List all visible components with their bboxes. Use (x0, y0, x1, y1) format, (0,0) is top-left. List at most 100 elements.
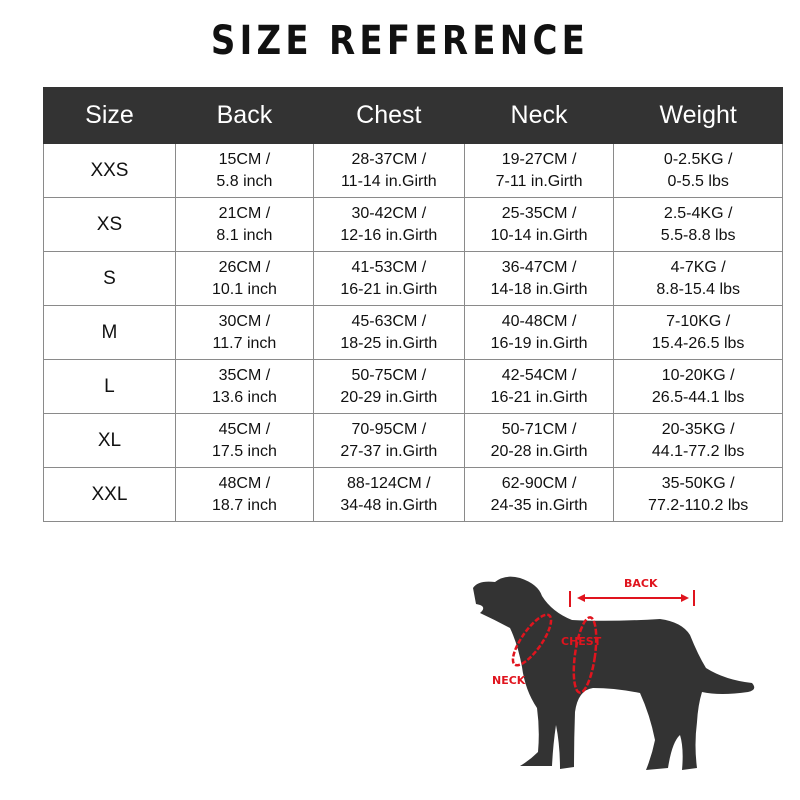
dog-silhouette (473, 576, 755, 770)
back-label: BACK (624, 577, 658, 590)
table-row: S 26CM / 10.1 inch 41-53CM / 16-21 in.Girth 3… (43, 251, 783, 306)
back-line: 10.1 inch (211, 280, 277, 298)
chest-line: 28-37CM / (351, 150, 427, 168)
back-cell: 26CM / 10.1 inch (174, 251, 314, 306)
chest-line: 27-37 in.Girth (340, 442, 438, 460)
chest-line: 50-75CM / (351, 366, 427, 384)
size-cell: S (43, 251, 176, 306)
size-table: Size Back Chest Neck Weight XXS 15CM /5.8 inc… (43, 87, 783, 522)
chest-line: 34-48 in.Girth (340, 496, 438, 514)
chest-line: 41-53CM / (351, 258, 427, 276)
back-line: 18.7 inch (211, 496, 277, 514)
neck-cell: 36-47CM / 14-18 in.Girth (463, 251, 615, 306)
weight-cell: 20-35KG / 44.1-77.2 lbs (613, 413, 783, 468)
neck-line: 62-90CM / (501, 474, 577, 492)
chest-line: 12-16 in.Girth (340, 226, 438, 244)
weight-line: 2.5-4KG / (663, 204, 733, 222)
weight-cell: 10-20KG / 26.5-44.1 lbs (613, 359, 783, 414)
chest-cell: 28-37CM / 11-14 in.Girth (312, 143, 465, 198)
weight-line: 5.5-8.8 lbs (660, 226, 736, 244)
neck-cell: 50-71CM / 20-28 in.Girth (463, 413, 615, 468)
column-header-size: Size (43, 87, 176, 144)
neck-line: 36-47CM / (501, 258, 577, 276)
chest-line: 20-29 in.Girth (340, 388, 438, 406)
back-line: 17.5 inch (211, 442, 277, 460)
size-cell: XXL (43, 467, 176, 522)
size-cell: XXS (43, 143, 176, 198)
neck-line: 16-19 in.Girth (490, 334, 588, 352)
neck-cell: 25-35CM / 10-14 in.Girth (463, 197, 615, 252)
table-row: L 35CM / 13.6 inch 50-75CM / 20-29 in.Girth 4… (43, 359, 783, 414)
back-arrow (569, 590, 695, 607)
size-cell: M (43, 305, 176, 360)
neck-line: 40-48CM / (501, 312, 577, 330)
chest-cell: 88-124CM / 34-48 in.Girth (312, 467, 465, 522)
weight-line: 20-35KG / (661, 420, 735, 438)
neck-line: 25-35CM / (501, 204, 577, 222)
neck-cell: 42-54CM / 16-21 in.Girth (463, 359, 615, 414)
chest-line: 88-124CM / (347, 474, 431, 492)
weight-line: 15.4-26.5 lbs (651, 334, 745, 352)
neck-line: 42-54CM / (501, 366, 577, 384)
weight-line: 77.2-110.2 lbs (648, 496, 749, 514)
weight-line: 0-2.5KG / (663, 150, 733, 168)
chest-measure-loop (572, 616, 598, 694)
table-row: XXL 48CM / 18.7 inch 88-124CM / 34-48 in.Gir… (43, 467, 783, 522)
page-title: SIZE REFERENCE (210, 18, 590, 64)
back-line: 21CM / (218, 204, 271, 222)
chest-line: 11-14 in.Girth (340, 172, 437, 190)
column-header-weight: Weight (613, 87, 783, 144)
back-line: 5.8 inch (216, 172, 273, 190)
weight-line: 44.1-77.2 lbs (651, 442, 745, 460)
back-line: 35CM / (218, 366, 271, 384)
back-line: 13.6 inch (211, 388, 277, 406)
weight-line: 35-50KG / (661, 474, 735, 492)
chest-line: 18-25 in.Girth (340, 334, 438, 352)
neck-line: 16-21 in.Girth (490, 388, 588, 406)
back-line: 48CM / (218, 474, 271, 492)
weight-cell: 2.5-4KG / 5.5-8.8 lbs (613, 197, 783, 252)
weight-line: 26.5-44.1 lbs (651, 388, 745, 406)
neck-line: 14-18 in.Girth (490, 280, 588, 298)
weight-cell: 7-10KG / 15.4-26.5 lbs (613, 305, 783, 360)
weight-line: 8.8-15.4 lbs (656, 280, 740, 298)
back-line: 15CM / (218, 150, 271, 168)
chest-line: 45-63CM / (351, 312, 427, 330)
chest-cell: 41-53CM / 16-21 in.Girth (312, 251, 465, 306)
chest-line: 30-42CM / (351, 204, 427, 222)
chest-label: CHEST (561, 635, 602, 648)
chest-cell: 30-42CM / 12-16 in.Girth (312, 197, 465, 252)
neck-label: NECK (492, 674, 526, 687)
neck-line: 24-35 in.Girth (490, 496, 588, 514)
back-cell: 35CM / 13.6 inch (174, 359, 314, 414)
weight-cell: 0-2.5KG / 0-5.5 lbs (613, 143, 783, 198)
size-cell: XL (43, 413, 176, 468)
back-cell: 48CM / 18.7 inch (174, 467, 314, 522)
size-cell: L (43, 359, 176, 414)
column-header-back: Back (174, 87, 314, 144)
back-line: 26CM / (218, 258, 271, 276)
back-cell: 45CM / 17.5 inch (174, 413, 314, 468)
neck-measure-loop (511, 613, 553, 667)
chest-cell: 45-63CM / 18-25 in.Girth (312, 305, 465, 360)
back-cell: 30CM / 11.7 inch (174, 305, 314, 360)
table-row: XS 21CM /8.1 inch 30-42CM /12-16 in.Girth 2… (43, 197, 783, 252)
neck-line: 19-27CM / (501, 150, 577, 168)
back-line: 45CM / (218, 420, 271, 438)
weight-line: 4-7KG / (670, 258, 726, 276)
neck-line: 20-28 in.Girth (490, 442, 588, 460)
back-cell: 15CM / 5.8 inch (174, 143, 314, 198)
chest-line: 16-21 in.Girth (340, 280, 438, 298)
neck-line: 7-11 in.Girth (495, 172, 583, 190)
weight-line: 7-10KG / (666, 312, 731, 330)
weight-line: 0-5.5 lbs (667, 172, 729, 190)
column-header-chest: Chest (312, 87, 465, 144)
chest-line: 70-95CM / (351, 420, 427, 438)
neck-line: 50-71CM / (501, 420, 577, 438)
back-line: 11.7 inch (212, 334, 277, 352)
neck-line: 10-14 in.Girth (490, 226, 588, 244)
back-line: 30CM / (218, 312, 271, 330)
table-row: XXS 15CM / 5.8 inch 28-37CM / 11-14 in.Girth… (43, 143, 783, 198)
table-row: M 30CM /11.7 inch 45-63CM /18-25 in.Girth 4… (43, 305, 783, 360)
